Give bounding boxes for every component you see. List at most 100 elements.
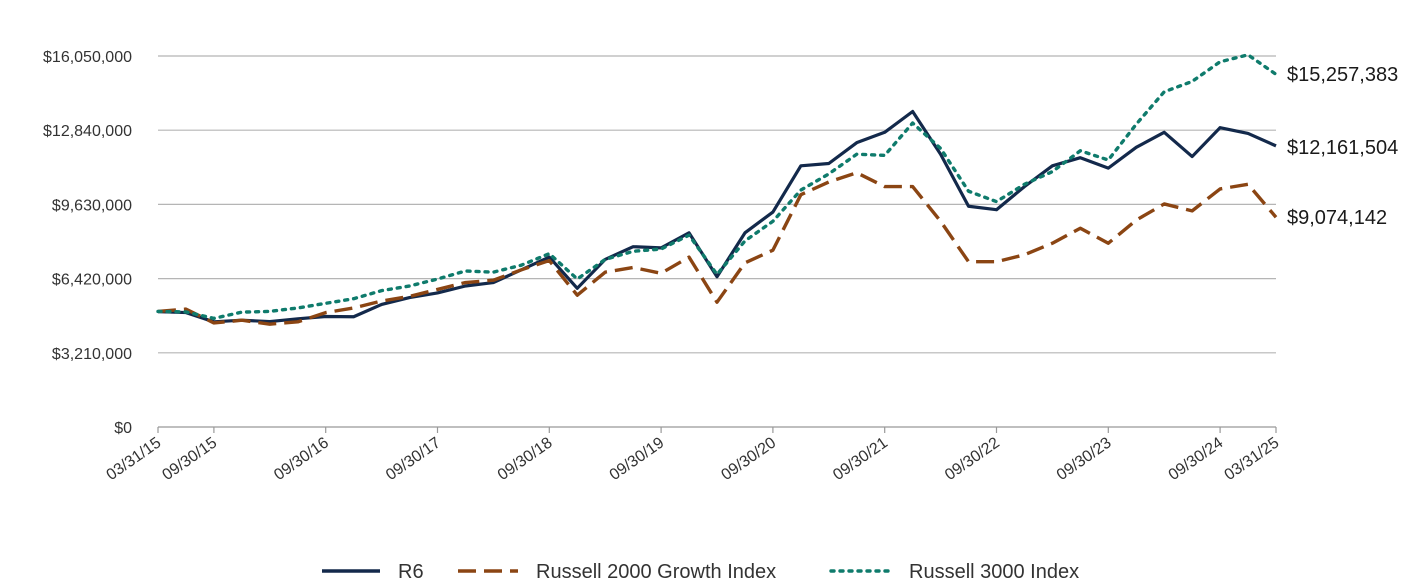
- data-point: [1189, 78, 1195, 84]
- x-tick-label: 09/30/15: [159, 434, 220, 484]
- data-point: [1217, 186, 1223, 192]
- x-tick-label: 09/30/19: [607, 434, 668, 484]
- data-point: [574, 276, 580, 282]
- data-point: [267, 308, 273, 314]
- x-tick-label: 09/30/18: [495, 434, 556, 484]
- series-line-2: [156, 53, 1278, 321]
- x-tick-label: 09/30/23: [1054, 434, 1115, 484]
- data-point: [435, 286, 441, 292]
- data-point: [239, 317, 245, 323]
- data-point: [1217, 59, 1223, 65]
- data-point: [910, 108, 916, 114]
- data-point: [1245, 130, 1251, 136]
- legend-label: Russell 2000 Growth Index: [536, 561, 776, 583]
- data-point: [994, 207, 1000, 213]
- data-point: [323, 300, 329, 306]
- end-labels: $12,161,504 $9,074,142 $15,257,383: [1287, 64, 1398, 229]
- data-point: [1273, 143, 1279, 149]
- data-point: [490, 277, 496, 283]
- data-point: [267, 321, 273, 327]
- data-point: [1161, 89, 1167, 95]
- data-point: [770, 218, 776, 224]
- data-point: [211, 315, 217, 321]
- y-tick-label: $9,630,000: [52, 197, 132, 214]
- data-point: [882, 129, 888, 135]
- data-point: [1161, 129, 1167, 135]
- data-point: [966, 203, 972, 209]
- end-value-label: $12,161,504: [1287, 137, 1398, 159]
- data-point: [854, 170, 860, 176]
- data-point: [1021, 181, 1027, 187]
- data-point: [658, 246, 664, 252]
- legend-label: Russell 3000 Index: [909, 561, 1079, 583]
- data-point: [714, 271, 720, 277]
- data-point: [351, 296, 357, 302]
- data-point: [938, 218, 944, 224]
- series-line-0: [157, 109, 1277, 324]
- end-value-label: $9,074,142: [1287, 207, 1387, 229]
- data-point: [183, 309, 189, 315]
- data-point: [742, 260, 748, 266]
- data-point: [407, 293, 413, 299]
- y-axis: $0 $3,210,000 $6,420,000 $9,630,000 $12,840,…: [43, 49, 132, 437]
- data-point: [1133, 144, 1139, 150]
- data-point: [854, 151, 860, 157]
- data-point: [1105, 165, 1111, 171]
- data-point: [686, 254, 692, 260]
- data-point: [630, 248, 636, 254]
- data-point: [1077, 148, 1083, 154]
- data-point: [295, 305, 301, 311]
- data-point: [1049, 240, 1055, 246]
- data-point: [1077, 225, 1083, 231]
- data-point: [966, 188, 972, 194]
- data-point: [1077, 155, 1083, 161]
- x-tick-label: 03/31/15: [104, 434, 165, 484]
- gridlines: [158, 55, 1276, 428]
- data-point: [742, 230, 748, 236]
- y-tick-label: $3,210,000: [52, 346, 132, 363]
- data-point: [742, 238, 748, 244]
- data-point: [1049, 169, 1055, 175]
- x-tick-label: 09/30/20: [718, 434, 779, 484]
- data-point: [435, 276, 441, 282]
- data-point: [1189, 154, 1195, 160]
- data-point: [1217, 125, 1223, 131]
- y-tick-label: $0: [114, 420, 132, 437]
- end-value-label: $15,257,383: [1287, 64, 1398, 86]
- x-tick-label: 09/30/22: [942, 434, 1003, 484]
- data-point: [351, 314, 357, 320]
- legend-label: R6: [398, 561, 424, 583]
- data-point: [407, 283, 413, 289]
- data-point: [770, 209, 776, 215]
- y-tick-label: $12,840,000: [43, 123, 132, 140]
- data-point: [882, 184, 888, 190]
- data-point: [546, 258, 552, 264]
- data-point: [770, 247, 776, 253]
- x-tick-label: 03/31/25: [1222, 434, 1283, 484]
- data-point: [686, 232, 692, 238]
- data-point: [826, 179, 832, 185]
- data-point: [1273, 214, 1279, 220]
- data-point: [1273, 71, 1279, 77]
- data-point: [1161, 201, 1167, 207]
- data-point: [882, 152, 888, 158]
- data-point: [1245, 52, 1251, 58]
- data-point: [1189, 208, 1195, 214]
- data-point: [910, 120, 916, 126]
- series-lines: [155, 52, 1279, 327]
- data-point: [1245, 181, 1251, 187]
- data-point: [1105, 240, 1111, 246]
- data-point: [546, 251, 552, 257]
- y-tick-label: $16,050,000: [43, 49, 132, 66]
- data-point: [574, 292, 580, 298]
- data-point: [602, 256, 608, 262]
- data-point: [379, 288, 385, 294]
- data-point: [379, 298, 385, 304]
- data-point: [798, 187, 804, 193]
- data-point: [994, 199, 1000, 205]
- data-point: [1133, 121, 1139, 127]
- data-point: [155, 308, 161, 314]
